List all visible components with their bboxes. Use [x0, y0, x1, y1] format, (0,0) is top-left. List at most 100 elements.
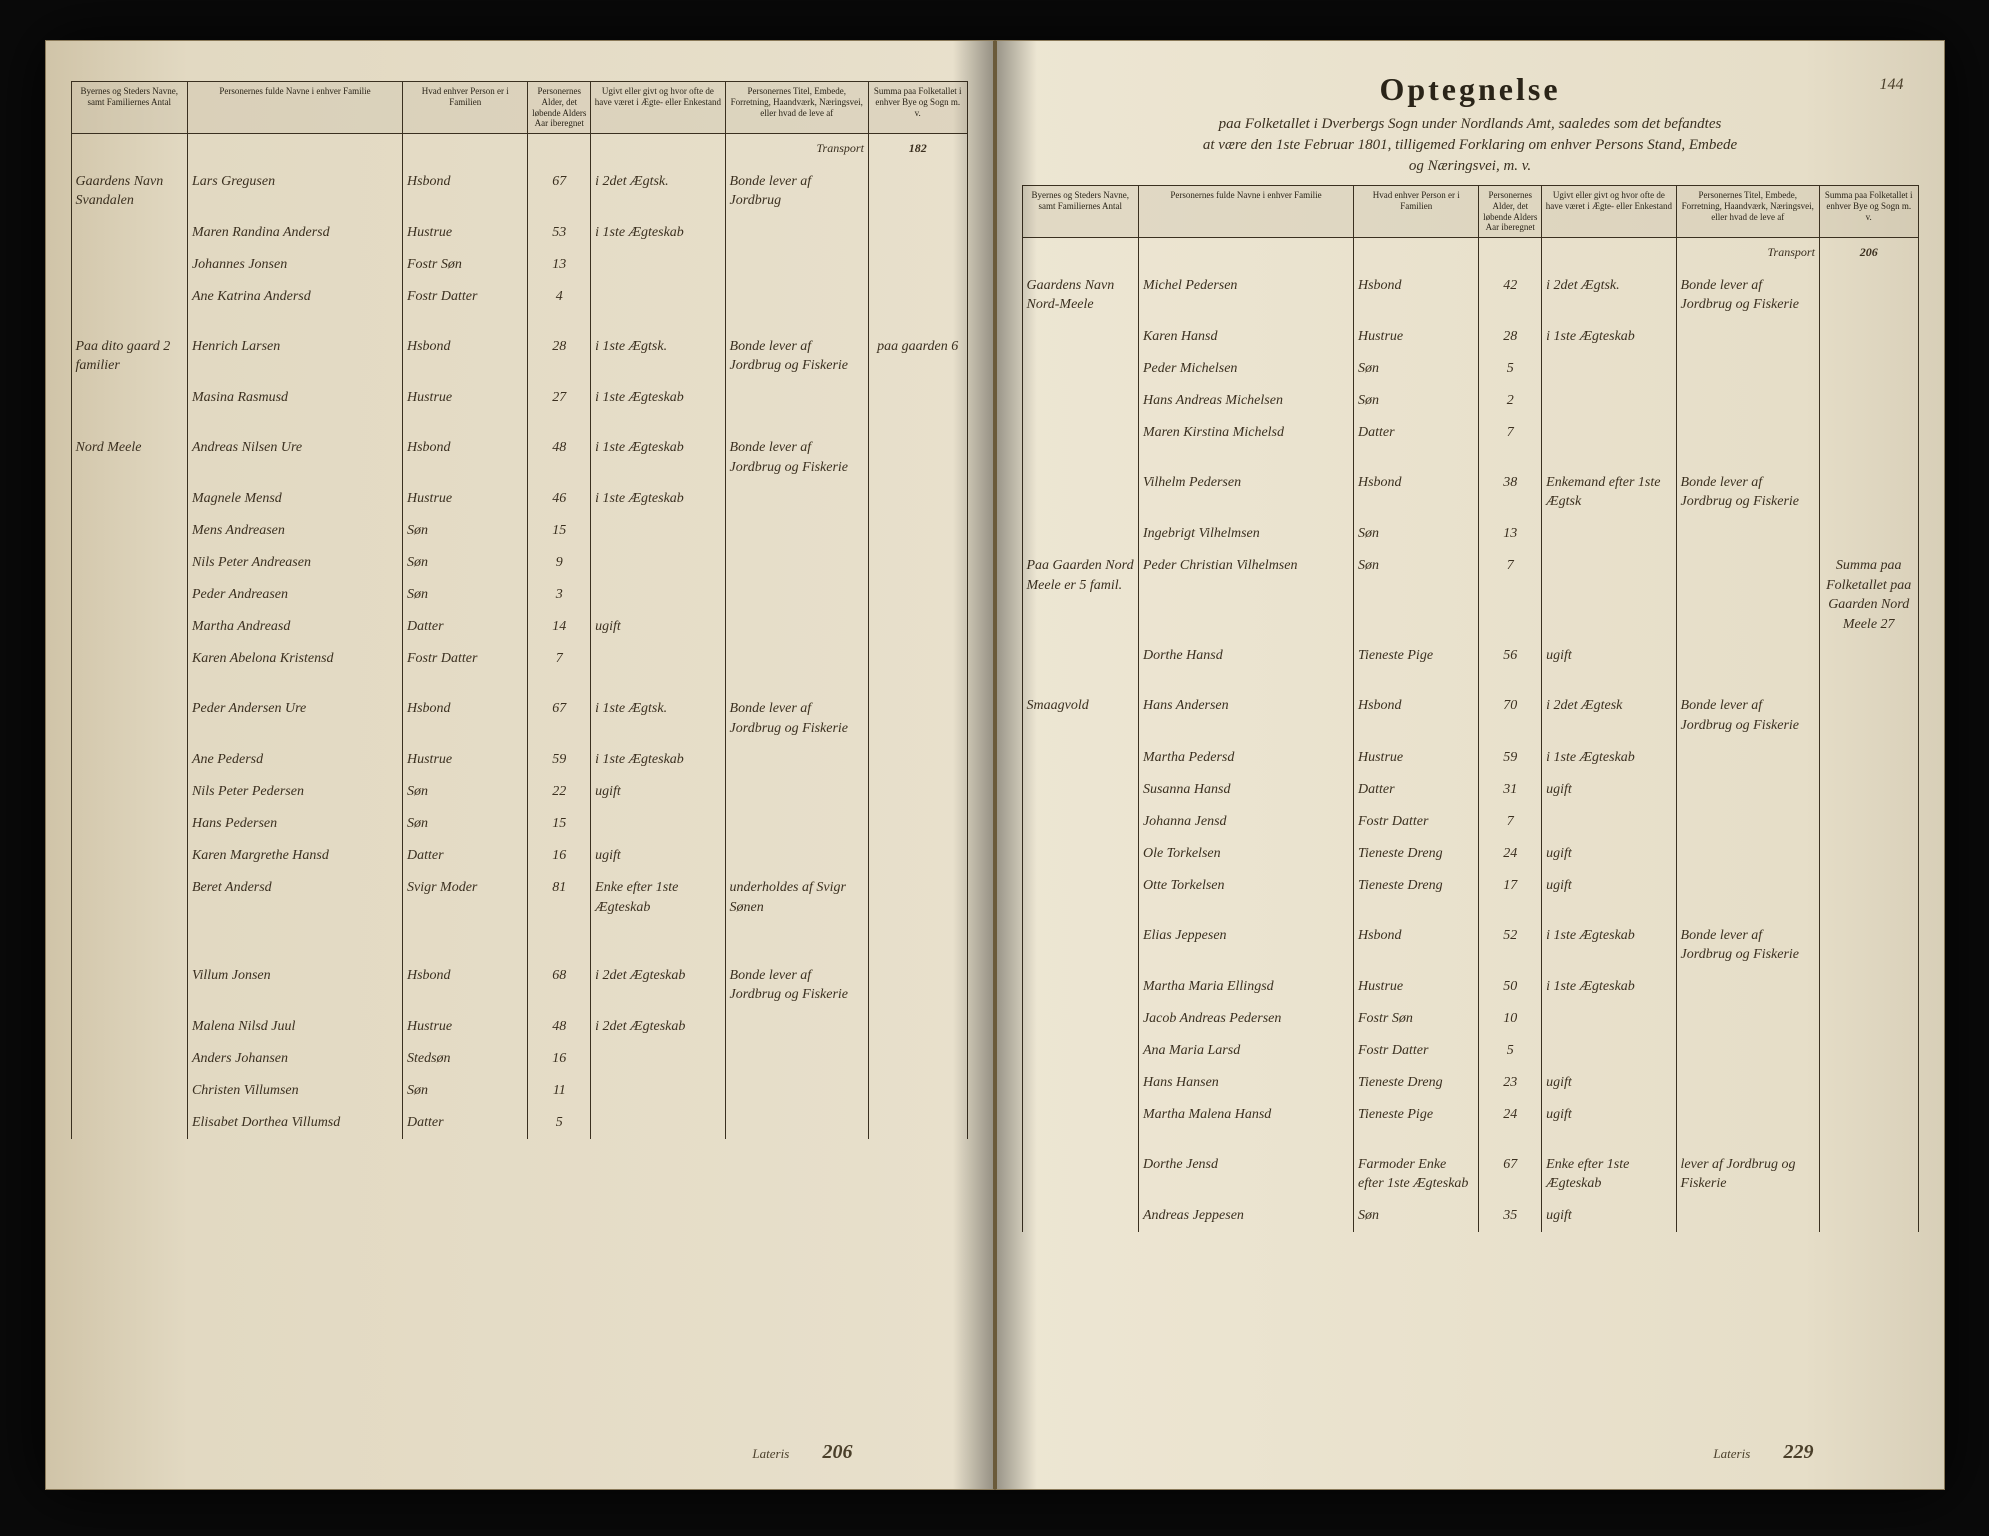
table-row	[1022, 449, 1918, 467]
cell-sum	[868, 166, 967, 217]
cell-role: Hustrue	[403, 744, 528, 776]
cell-age	[1479, 1131, 1542, 1149]
cell-marital: ugift	[1542, 774, 1676, 806]
cell-role	[403, 942, 528, 960]
cell-marital	[1542, 385, 1676, 417]
cell-age: 67	[528, 166, 591, 217]
cell-marital	[591, 942, 725, 960]
cell-title: Bonde lever af Jordbrug og Fiskerie	[1676, 920, 1819, 971]
cell-title	[1676, 640, 1819, 672]
cell-age: 81	[528, 872, 591, 923]
cell-sum	[1819, 1035, 1918, 1067]
cell-age: 59	[528, 744, 591, 776]
cell-marital: i 2det Ægtsk.	[591, 166, 725, 217]
cell-marital	[591, 643, 725, 675]
cell-role: Datter	[1354, 774, 1479, 806]
cell-role: Tieneste Pige	[1354, 640, 1479, 672]
cell-name: Karen Hansd	[1138, 321, 1353, 353]
cell-age: 5	[1479, 1035, 1542, 1067]
cell-place	[1022, 806, 1138, 838]
table-row: Vilhelm PedersenHsbond38Enkemand efter 1…	[1022, 467, 1918, 518]
cell-role: Søn	[1354, 385, 1479, 417]
cell-place: Paa Gaarden Nord Meele er 5 famil.	[1022, 550, 1138, 640]
cell-role: Fostr Datter	[403, 281, 528, 313]
cell-role: Hustrue	[403, 217, 528, 249]
cell-marital	[591, 515, 725, 547]
cell-place	[71, 1075, 187, 1107]
table-row: Dorthe HansdTieneste Pige56ugift	[1022, 640, 1918, 672]
cell-name	[187, 924, 402, 942]
cell-name: Ana Maria Larsd	[1138, 1035, 1353, 1067]
cell-sum	[1819, 838, 1918, 870]
cell-sum	[1819, 971, 1918, 1003]
cell-age: 2	[1479, 385, 1542, 417]
cell-sum	[1819, 270, 1918, 321]
cell-marital	[591, 547, 725, 579]
cell-age: 4	[528, 281, 591, 313]
cell-age: 17	[1479, 870, 1542, 902]
cell-title	[1676, 550, 1819, 640]
cell-title	[725, 611, 868, 643]
table-row: Johannes JonsenFostr Søn13	[71, 249, 967, 281]
cell-marital: i 1ste Ægtsk.	[591, 331, 725, 382]
cell-marital	[591, 1107, 725, 1139]
table-row: Magnele MensdHustrue46i 1ste Ægteskab	[71, 483, 967, 515]
cell-marital: i 2det Ægtesk	[1542, 690, 1676, 741]
cell-name: Vilhelm Pedersen	[1138, 467, 1353, 518]
cell-name: Karen Abelona Kristensd	[187, 643, 402, 675]
cell-role	[1354, 672, 1479, 690]
cell-role	[1354, 1131, 1479, 1149]
cell-role: Fostr Søn	[403, 249, 528, 281]
table-row: Maren Kirstina MichelsdDatter7	[1022, 417, 1918, 449]
table-row: Paa dito gaard 2 familierHenrich LarsenH…	[71, 331, 967, 382]
cell-place	[1022, 1035, 1138, 1067]
cell-place	[71, 675, 187, 693]
cell-name: Hans Andersen	[1138, 690, 1353, 741]
cell-marital: ugift	[1542, 1099, 1676, 1131]
cell-sum	[1819, 1099, 1918, 1131]
table-row: Beret AndersdSvigr Moder81Enke efter 1st…	[71, 872, 967, 923]
cell-role: Søn	[403, 515, 528, 547]
lateris-right: Lateris 229	[1713, 1441, 1813, 1464]
cell-name: Maren Randina Andersd	[187, 217, 402, 249]
cell-role: Datter	[403, 1107, 528, 1139]
table-row: Mens AndreasenSøn15	[71, 515, 967, 547]
cell-title	[1676, 385, 1819, 417]
cell-name: Peder Christian Vilhelmsen	[1138, 550, 1353, 640]
cell-name: Hans Andreas Michelsen	[1138, 385, 1353, 417]
cell-sum	[1819, 902, 1918, 920]
cell-sum	[868, 217, 967, 249]
cell-marital: ugift	[591, 611, 725, 643]
cell-title	[1676, 1003, 1819, 1035]
cell-marital: i 2det Ægtsk.	[1542, 270, 1676, 321]
cell-place	[71, 547, 187, 579]
cell-role: Hustrue	[1354, 971, 1479, 1003]
cell-role	[403, 675, 528, 693]
cell-place	[71, 249, 187, 281]
cell-age	[528, 924, 591, 942]
cell-place	[71, 1043, 187, 1075]
right-table-header: Byernes og Steders Navne, samt Familiern…	[1022, 186, 1918, 238]
cell-role: Hustrue	[1354, 742, 1479, 774]
cell-role: Fostr Datter	[1354, 806, 1479, 838]
table-row: Karen Margrethe HansdDatter16ugift	[71, 840, 967, 872]
cell-marital	[591, 675, 725, 693]
cell-role: Hsbond	[403, 166, 528, 217]
cell-title	[1676, 1200, 1819, 1232]
table-row: Karen Abelona KristensdFostr Datter7	[71, 643, 967, 675]
cell-place	[71, 217, 187, 249]
cell-role: Hsbond	[403, 960, 528, 1011]
cell-title	[1676, 1099, 1819, 1131]
cell-marital: i 1ste Ægteskab	[591, 432, 725, 483]
cell-name: Johanna Jensd	[1138, 806, 1353, 838]
cell-role: Hsbond	[1354, 690, 1479, 741]
left-table-header: Byernes og Steders Navne, samt Familiern…	[71, 82, 967, 134]
cell-place	[1022, 1149, 1138, 1200]
cell-name: Villum Jonsen	[187, 960, 402, 1011]
subtitle-1: paa Folketallet i Dverbergs Sogn under N…	[1022, 116, 1919, 133]
cell-marital	[1542, 1131, 1676, 1149]
table-row	[1022, 902, 1918, 920]
cell-age: 52	[1479, 920, 1542, 971]
cell-name: Otte Torkelsen	[1138, 870, 1353, 902]
cell-name: Johannes Jonsen	[187, 249, 402, 281]
